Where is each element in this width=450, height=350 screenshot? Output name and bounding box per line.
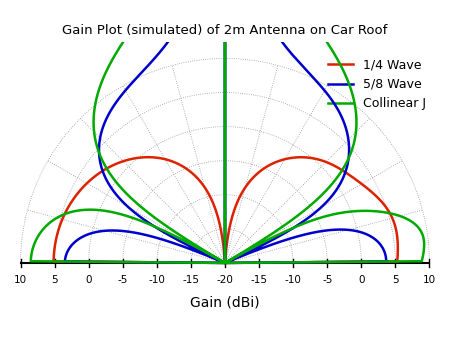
- Text: 5: 5: [51, 275, 58, 285]
- 5/8 Wave: [342, 173, 347, 177]
- Text: -5: -5: [117, 275, 128, 285]
- Line: 1/4 Wave: 1/4 Wave: [54, 157, 398, 263]
- Collinear J: [222, 261, 228, 265]
- Line: Collinear J: Collinear J: [31, 0, 424, 263]
- Collinear J: [330, 181, 335, 186]
- 1/4 Wave: [222, 261, 228, 265]
- Text: 0: 0: [358, 275, 365, 285]
- Text: -15: -15: [182, 275, 199, 285]
- 1/4 Wave: [92, 175, 97, 179]
- Text: 10: 10: [423, 275, 436, 285]
- 5/8 Wave: [313, 78, 318, 82]
- Title: Gain Plot (simulated) of 2m Antenna on Car Roof: Gain Plot (simulated) of 2m Antenna on C…: [62, 24, 388, 37]
- Text: Gain (dBi): Gain (dBi): [190, 296, 260, 310]
- 1/4 Wave: [347, 173, 352, 177]
- Collinear J: [320, 192, 325, 196]
- Collinear J: [328, 47, 334, 51]
- Text: 10: 10: [14, 275, 27, 285]
- 5/8 Wave: [222, 261, 228, 265]
- 5/8 Wave: [339, 178, 345, 183]
- 5/8 Wave: [128, 208, 134, 212]
- Text: -5: -5: [322, 275, 333, 285]
- Collinear J: [91, 116, 96, 120]
- 1/4 Wave: [222, 261, 228, 265]
- Collinear J: [142, 208, 147, 212]
- 1/4 Wave: [145, 155, 151, 159]
- 1/4 Wave: [344, 171, 349, 175]
- 1/4 Wave: [128, 157, 134, 161]
- Text: 0: 0: [86, 275, 92, 285]
- 1/4 Wave: [83, 182, 89, 186]
- Text: 5: 5: [392, 275, 399, 285]
- Legend: 1/4 Wave, 5/8 Wave, Collinear J: 1/4 Wave, 5/8 Wave, Collinear J: [323, 54, 431, 115]
- 5/8 Wave: [108, 186, 114, 190]
- 5/8 Wave: [100, 126, 105, 130]
- Text: -10: -10: [148, 275, 165, 285]
- 5/8 Wave: [222, 261, 228, 265]
- Collinear J: [222, 261, 228, 265]
- Text: -10: -10: [285, 275, 302, 285]
- Collinear J: [222, 261, 228, 265]
- 1/4 Wave: [272, 161, 277, 165]
- Line: 5/8 Wave: 5/8 Wave: [65, 0, 386, 263]
- Text: -20: -20: [216, 275, 234, 285]
- Text: -15: -15: [251, 275, 268, 285]
